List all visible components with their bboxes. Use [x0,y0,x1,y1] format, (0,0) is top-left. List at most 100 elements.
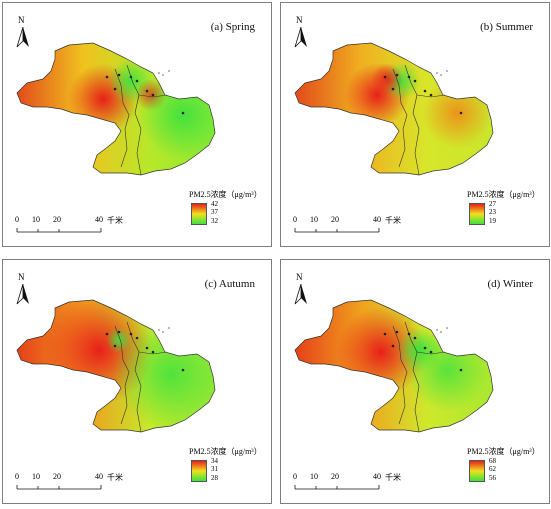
monitoring-station [383,332,387,336]
north-label: N [18,15,25,25]
monitoring-station [105,75,109,79]
district-boundary [392,325,408,425]
monitoring-station [413,336,417,340]
district-boundary [416,351,446,355]
legend-max: 34 [211,457,218,465]
scale-label-20: 20 [331,215,339,224]
map-panel-winter: (d) Winter N PM2.5浓度（μg/m³） 68 62 56 0 1… [280,259,550,504]
scale-label-0: 0 [15,215,19,224]
north-arrow-icon: N [15,272,31,306]
island-dot [436,72,438,74]
scale-bar: 0 10 20 40 千米 [293,215,403,241]
district-boundary [114,68,130,168]
scale-unit: 千米 [107,473,123,482]
legend-mid: 23 [489,208,496,216]
monitoring-station [117,73,121,77]
scale-label-40: 40 [95,472,103,481]
monitoring-station [129,332,133,336]
scale-label-10: 10 [310,215,318,224]
legend-title: PM2.5浓度（μg/m³） [189,447,262,456]
legend-mid: 62 [489,465,496,473]
scale-bar: 0 10 20 40 千米 [15,215,125,241]
monitoring-station [459,111,463,115]
legend-min: 32 [211,217,218,225]
legend-mid: 31 [211,465,218,473]
scale-label-20: 20 [53,215,61,224]
north-arrow-icon: N [15,15,31,49]
monitoring-station [129,75,133,79]
color-ramp [469,460,485,482]
legend: PM2.5浓度（μg/m³） 68 62 56 [467,446,551,490]
panel-title: (c) Autumn [204,278,255,290]
scale-unit: 千米 [107,216,123,225]
scale-label-0: 0 [293,215,297,224]
panel-title: (a) Spring [210,21,255,33]
district-boundary [114,325,130,425]
district-boundary [404,321,420,433]
district-boundary [126,321,142,433]
north-arrow-icon: N [293,272,309,306]
monitoring-station [395,330,399,334]
scale-label-20: 20 [53,472,61,481]
scale-label-40: 40 [373,472,381,481]
scale-label-10: 10 [32,215,40,224]
map-panel-spring: (a) Spring N PM2.5浓度（μg/m³） 42 37 32 0 1… [2,2,272,247]
legend: PM2.5浓度（μg/m³） 27 23 19 [467,189,551,233]
map-panel-summer: (b) Summer N PM2.5浓度（μg/m³） 27 23 19 0 1… [280,2,550,247]
monitoring-station [391,344,395,348]
monitoring-station [113,344,117,348]
scale-unit: 千米 [385,216,401,225]
monitoring-station [395,73,399,77]
island-dot [440,331,442,333]
map-canvas [294,42,494,176]
north-label: N [296,272,303,282]
legend-title: PM2.5浓度（μg/m³） [189,190,262,199]
island-dot [158,72,160,74]
scale-bar: 0 10 20 40 千米 [15,472,125,498]
monitoring-station [423,89,427,93]
monitoring-station [135,79,139,83]
map-canvas [16,42,216,176]
scale-label-20: 20 [331,472,339,481]
island-dot [168,327,170,329]
pm25-hotspot [138,70,215,160]
monitoring-station [105,332,109,336]
monitoring-station [429,350,433,354]
panel-title: (b) Summer [480,21,533,33]
monitoring-station [423,346,427,350]
legend-title: PM2.5浓度（μg/m³） [467,447,540,456]
study-area-outline [294,42,494,176]
district-boundary [404,64,420,176]
island-dot [162,331,164,333]
legend-min: 19 [489,217,496,225]
map-panel-autumn: (c) Autumn N PM2.5浓度（μg/m³） 34 31 28 0 1… [2,259,272,504]
scale-bar: 0 10 20 40 千米 [293,472,403,498]
study-area-outline [16,299,216,433]
monitoring-station [117,330,121,334]
map-canvas [294,299,494,433]
monitoring-station [391,87,395,91]
monitoring-station [145,89,149,93]
color-ramp [191,203,207,225]
panel-title: (d) Winter [487,278,533,290]
monitoring-station [181,111,185,115]
color-ramp [191,460,207,482]
district-boundary [126,64,142,176]
monitoring-station [413,79,417,83]
legend-max: 42 [211,200,218,208]
pm25-hotspot [421,77,493,149]
north-arrow-icon: N [293,15,309,49]
island-dot [158,329,160,331]
monitoring-station [407,332,411,336]
monitoring-station [135,336,139,340]
legend: PM2.5浓度（μg/m³） 42 37 32 [189,189,273,233]
monitoring-station [113,87,117,91]
monitoring-station [151,93,155,97]
island-dot [436,329,438,331]
scale-unit: 千米 [385,473,401,482]
scale-label-10: 10 [32,472,40,481]
pm25-hotspot [371,63,403,95]
pm25-hotspot [405,328,489,412]
district-boundary [392,68,408,168]
legend-max: 27 [489,200,496,208]
